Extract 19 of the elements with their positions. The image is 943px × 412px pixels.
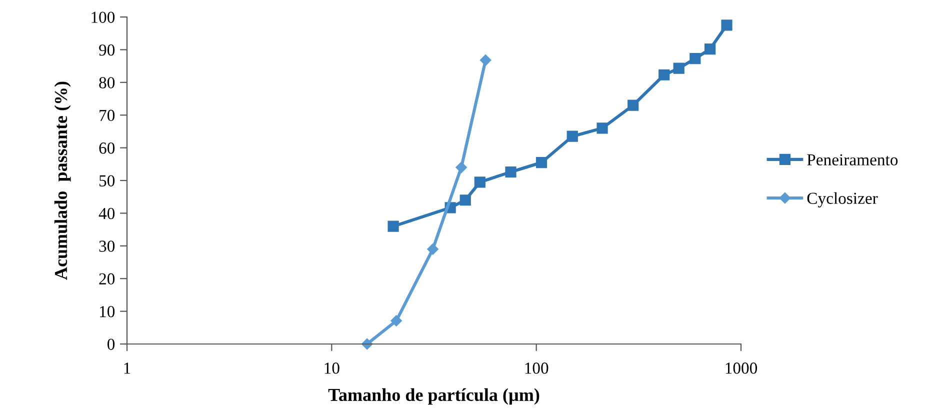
y-tick-label: 80: [99, 77, 115, 88]
x-tick-label: 10: [324, 362, 340, 374]
y-tick-label: 0: [107, 338, 115, 350]
y-tick-label: 10: [100, 306, 115, 318]
y-tick-label: 90: [99, 44, 115, 56]
x-axis-title: Tamanho de partícula (µm): [328, 388, 540, 405]
y-tick-label: 100: [92, 12, 115, 23]
y-tick-label: 50: [99, 175, 115, 186]
x-tick-label: 1000: [726, 362, 758, 374]
y-tick-label: 60: [99, 142, 115, 154]
x-tick-label: 1: [124, 362, 130, 374]
y-axis-title: Acumulado passante (%): [54, 82, 71, 280]
y-tick-label: 70: [100, 110, 115, 122]
y-tick-label: 20: [99, 273, 115, 285]
y-tick-label: 40: [98, 208, 115, 220]
legend-label: Cyclosizer: [807, 192, 878, 208]
legend-label: Peneiramento: [807, 154, 898, 166]
x-tick-label: 100: [525, 362, 548, 374]
y-tick-label: 30: [99, 240, 115, 252]
